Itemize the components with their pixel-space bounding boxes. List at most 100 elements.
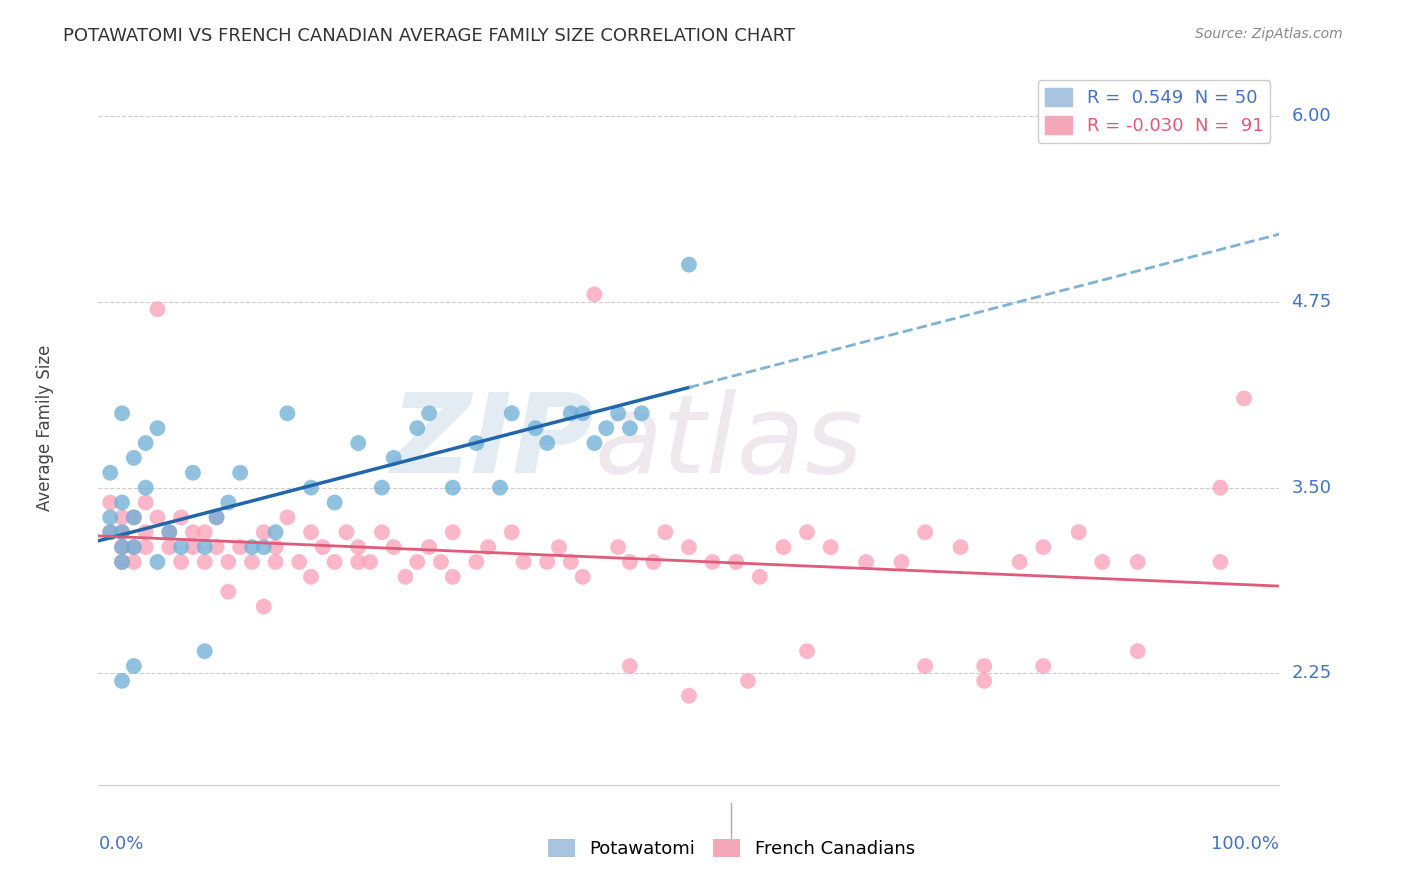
French Canadians — [949, 540, 972, 554]
Text: 3.50: 3.50 — [1291, 479, 1331, 497]
French Canadians — [253, 599, 276, 614]
French Canadians — [312, 540, 335, 554]
French Canadians — [548, 540, 571, 554]
French Canadians — [1067, 525, 1090, 540]
Potawatomi — [122, 540, 145, 554]
French Canadians — [725, 555, 748, 569]
French Canadians — [299, 570, 322, 584]
French Canadians — [737, 673, 759, 688]
French Canadians — [654, 525, 676, 540]
French Canadians — [583, 287, 606, 301]
French Canadians — [465, 555, 488, 569]
French Canadians — [264, 555, 287, 569]
French Canadians — [264, 540, 287, 554]
French Canadians — [678, 689, 700, 703]
French Canadians — [111, 525, 134, 540]
French Canadians — [702, 555, 724, 569]
French Canadians — [181, 540, 204, 554]
French Canadians — [619, 555, 641, 569]
French Canadians — [288, 555, 311, 569]
French Canadians — [240, 555, 263, 569]
Potawatomi — [98, 510, 121, 524]
Text: 4.75: 4.75 — [1291, 293, 1331, 310]
Potawatomi — [583, 436, 606, 450]
French Canadians — [1209, 481, 1232, 495]
Potawatomi — [194, 644, 217, 658]
French Canadians — [1008, 555, 1031, 569]
Potawatomi — [111, 495, 134, 509]
Text: Average Family Size: Average Family Size — [37, 345, 55, 511]
French Canadians — [205, 510, 228, 524]
French Canadians — [536, 555, 558, 569]
French Canadians — [820, 540, 842, 554]
French Canadians — [122, 555, 145, 569]
Text: 0.0%: 0.0% — [98, 835, 143, 853]
Potawatomi — [229, 466, 252, 480]
Potawatomi — [678, 258, 700, 272]
Potawatomi — [111, 540, 134, 554]
Text: atlas: atlas — [595, 389, 863, 496]
French Canadians — [181, 525, 204, 540]
Potawatomi — [299, 481, 322, 495]
French Canadians — [678, 540, 700, 554]
French Canadians — [217, 584, 239, 599]
French Canadians — [477, 540, 499, 554]
French Canadians — [347, 540, 370, 554]
Potawatomi — [217, 495, 239, 509]
Legend: R =  0.549  N = 50, R = -0.030  N =  91: R = 0.549 N = 50, R = -0.030 N = 91 — [1038, 80, 1271, 143]
French Canadians — [359, 555, 381, 569]
French Canadians — [371, 525, 394, 540]
Potawatomi — [371, 481, 394, 495]
Text: 100.0%: 100.0% — [1212, 835, 1279, 853]
Potawatomi — [240, 540, 263, 554]
Potawatomi — [146, 555, 169, 569]
French Canadians — [194, 555, 217, 569]
French Canadians — [335, 525, 357, 540]
Potawatomi — [465, 436, 488, 450]
Potawatomi — [111, 555, 134, 569]
French Canadians — [276, 510, 298, 524]
Potawatomi — [619, 421, 641, 435]
Potawatomi — [406, 421, 429, 435]
Potawatomi — [111, 525, 134, 540]
French Canadians — [619, 659, 641, 673]
Potawatomi — [122, 659, 145, 673]
French Canadians — [146, 302, 169, 317]
Potawatomi — [630, 406, 652, 420]
French Canadians — [772, 540, 794, 554]
Potawatomi — [135, 481, 157, 495]
French Canadians — [441, 525, 464, 540]
French Canadians — [382, 540, 405, 554]
French Canadians — [441, 570, 464, 584]
Potawatomi — [122, 510, 145, 524]
Potawatomi — [536, 436, 558, 450]
French Canadians — [217, 555, 239, 569]
Potawatomi — [607, 406, 630, 420]
French Canadians — [914, 525, 936, 540]
Potawatomi — [595, 421, 617, 435]
Potawatomi — [253, 540, 276, 554]
French Canadians — [406, 555, 429, 569]
French Canadians — [111, 510, 134, 524]
French Canadians — [347, 555, 370, 569]
French Canadians — [1126, 555, 1149, 569]
French Canadians — [135, 495, 157, 509]
Potawatomi — [264, 525, 287, 540]
French Canadians — [643, 555, 665, 569]
French Canadians — [146, 510, 169, 524]
Potawatomi — [347, 436, 370, 450]
French Canadians — [1091, 555, 1114, 569]
French Canadians — [194, 525, 217, 540]
Potawatomi — [170, 540, 193, 554]
French Canadians — [1032, 540, 1054, 554]
French Canadians — [1209, 555, 1232, 569]
Potawatomi — [194, 540, 217, 554]
French Canadians — [571, 570, 593, 584]
Potawatomi — [571, 406, 593, 420]
French Canadians — [323, 555, 346, 569]
French Canadians — [299, 525, 322, 540]
French Canadians — [253, 525, 276, 540]
Potawatomi — [276, 406, 298, 420]
French Canadians — [394, 570, 416, 584]
Potawatomi — [560, 406, 582, 420]
